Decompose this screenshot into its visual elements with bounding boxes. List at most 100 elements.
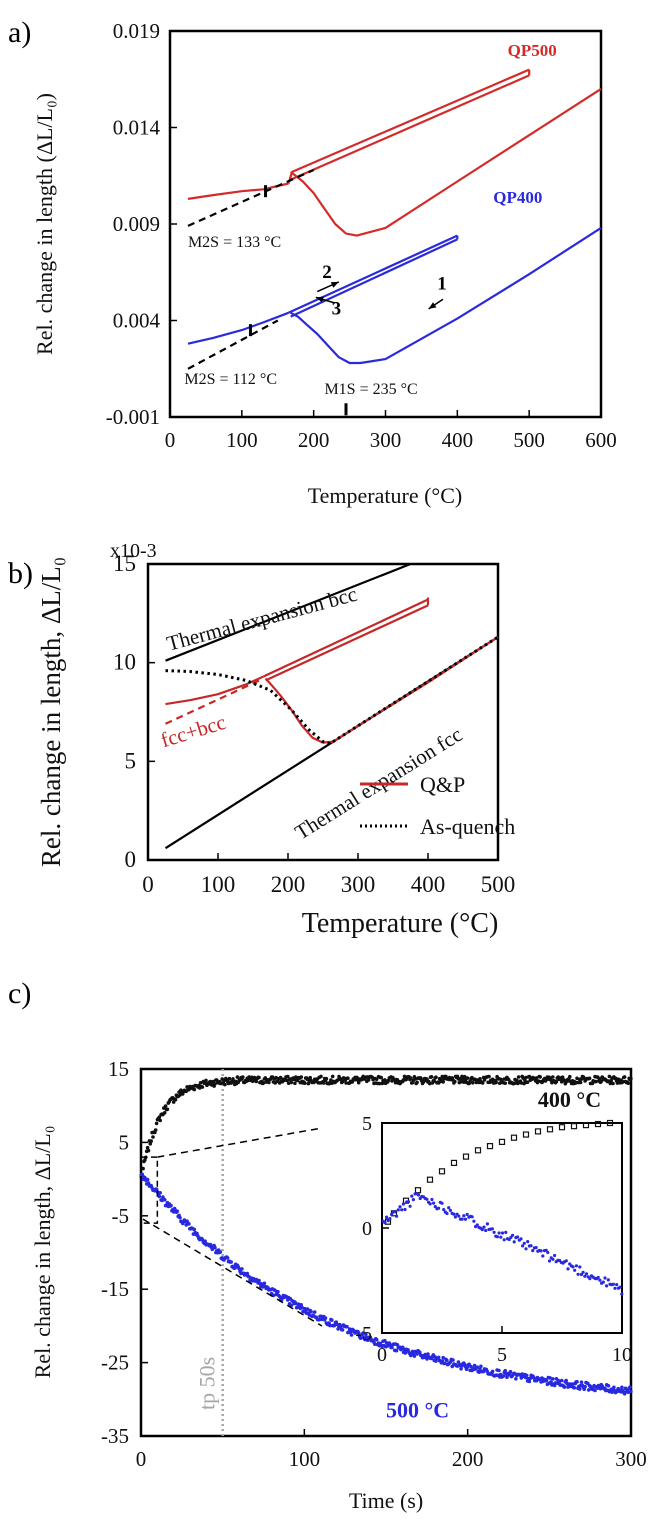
- data-point-400c: [478, 1077, 482, 1081]
- data-point-400c: [321, 1081, 326, 1085]
- x-tick-label: 0: [377, 1344, 387, 1366]
- inset-point-500c: [385, 1215, 389, 1219]
- data-point-500c: [566, 1385, 570, 1389]
- x-tick-label: 10: [612, 1344, 632, 1366]
- data-point-500c: [145, 1177, 150, 1182]
- inset-point-500c: [574, 1264, 579, 1268]
- arrow-head: [428, 302, 437, 309]
- inset-point-500c: [403, 1207, 407, 1212]
- panel-a-label: a): [8, 16, 31, 49]
- data-point-400c: [200, 1085, 205, 1089]
- inset-point-500c: [544, 1248, 548, 1252]
- x-tick-label: 200: [271, 872, 306, 897]
- x-tick-label: 400: [442, 428, 474, 452]
- data-point-500c: [593, 1388, 597, 1393]
- data-point-500c: [192, 1227, 197, 1232]
- x-tick-label: 100: [289, 1447, 321, 1471]
- data-point-500c: [508, 1369, 513, 1374]
- panel-b: b) x10-3 0 100 200 300 400 500 0 5 10 15 Thermal …: [8, 540, 515, 939]
- data-point-500c: [299, 1303, 304, 1307]
- y-tick-label: 15: [108, 1057, 129, 1081]
- data-point-500c: [412, 1354, 417, 1358]
- x-tick-label: 100: [201, 872, 236, 897]
- data-point-500c: [364, 1332, 368, 1337]
- data-point-400c: [506, 1077, 511, 1082]
- panel-b-y-axis-label: Rel. change in length, ΔL/L₀: [36, 557, 66, 867]
- data-point-400c: [178, 1093, 182, 1097]
- data-point-500c: [157, 1194, 162, 1199]
- inset-point-500c: [396, 1208, 400, 1212]
- data-point-400c: [154, 1121, 159, 1126]
- data-point-400c: [622, 1075, 627, 1079]
- series-line-q-p: [165, 675, 264, 706]
- inset-tick-labels: 0 5 10-505: [355, 1113, 632, 1366]
- data-point-500c: [548, 1376, 552, 1380]
- panel-c-inset: 0 5 10-505: [355, 1113, 632, 1366]
- data-point-400c: [379, 1075, 384, 1080]
- data-point-400c: [241, 1075, 245, 1079]
- data-point-500c: [169, 1203, 173, 1208]
- x-tick-label: 400: [411, 872, 446, 897]
- data-point-500c: [349, 1333, 354, 1337]
- data-point-500c: [501, 1374, 506, 1378]
- data-point-400c: [153, 1128, 158, 1132]
- inset-point-500c: [605, 1284, 609, 1288]
- data-point-500c: [262, 1281, 267, 1286]
- inset-point-500c: [401, 1202, 405, 1206]
- inset-point-500c: [615, 1283, 619, 1287]
- y-tick-label: 0: [362, 1218, 372, 1240]
- data-point-400c: [434, 1075, 438, 1079]
- inset-point-500c: [516, 1235, 520, 1239]
- inset-frame: [381, 1122, 623, 1334]
- inset-point-500c: [411, 1198, 415, 1202]
- x-tick-label: 5: [497, 1344, 507, 1366]
- data-point-400c: [294, 1075, 298, 1079]
- inset-point-500c: [475, 1223, 479, 1227]
- data-point-400c: [608, 1081, 613, 1086]
- panel-b-x-axis-label: Temperature (°C): [302, 908, 499, 939]
- data-point-500c: [477, 1370, 481, 1374]
- annotation: M2S = 112 °C: [184, 371, 277, 388]
- inset-point-500c: [598, 1278, 602, 1282]
- data-point-400c: [554, 1079, 559, 1084]
- inset-point-500c: [539, 1249, 543, 1253]
- inset-point-500c: [433, 1205, 437, 1209]
- inset-point-500c: [581, 1270, 585, 1274]
- panel-a: a) 0 100 200 300 400 500 600 -0.001 0.004 0.009 0.…: [8, 16, 617, 508]
- data-point-500c: [218, 1250, 223, 1254]
- data-point-400c: [346, 1076, 350, 1080]
- data-point-500c: [240, 1267, 244, 1271]
- data-point-500c: [459, 1367, 463, 1371]
- data-point-400c: [374, 1077, 379, 1081]
- inset-point-400c: [486, 1142, 494, 1150]
- inset-point-500c: [504, 1230, 508, 1234]
- inset-point-500c: [531, 1249, 535, 1253]
- data-point-400c: [267, 1080, 271, 1085]
- data-point-500c: [368, 1335, 373, 1340]
- panel-b-plot-area: [164, 562, 499, 850]
- data-point-500c: [570, 1382, 575, 1386]
- data-point-400c: [356, 1080, 361, 1085]
- data-point-400c: [257, 1075, 261, 1080]
- data-point-500c: [356, 1331, 361, 1335]
- inset-point-500c: [430, 1197, 434, 1202]
- panel-b-label: b): [8, 557, 33, 590]
- y-tick-label: 15: [113, 551, 136, 576]
- x-tick-label: 0: [142, 872, 154, 897]
- inset-point-500c: [603, 1276, 607, 1280]
- data-point-500c: [612, 1385, 616, 1390]
- data-point-500c: [418, 1350, 422, 1355]
- data-point-400c: [184, 1089, 188, 1094]
- data-point-500c: [527, 1379, 532, 1384]
- data-point-400c: [293, 1081, 297, 1086]
- annotation: QP500: [508, 41, 557, 60]
- inset-point-500c: [465, 1212, 469, 1217]
- data-point-400c: [158, 1118, 162, 1123]
- data-point-400c: [413, 1077, 418, 1081]
- data-point-400c: [429, 1075, 434, 1079]
- data-point-500c: [229, 1260, 233, 1264]
- x-tick-label: 500: [481, 872, 516, 897]
